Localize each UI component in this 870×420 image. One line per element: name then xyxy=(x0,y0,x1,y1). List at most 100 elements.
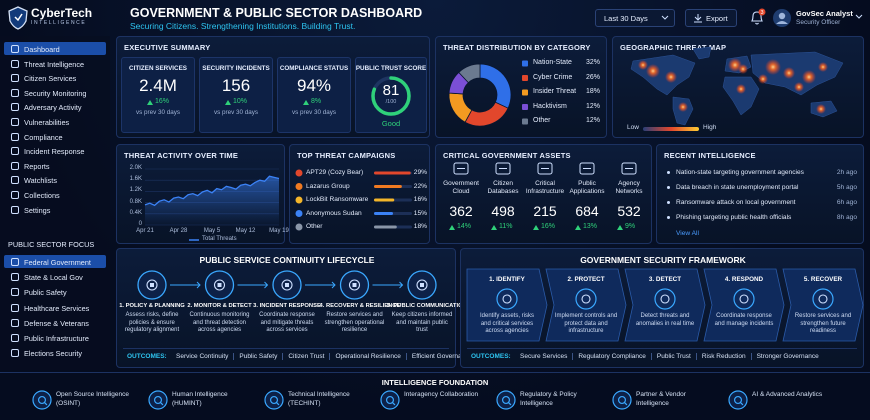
nav-icon-shape xyxy=(11,59,19,68)
avatar-head xyxy=(778,12,786,20)
nav-item[interactable]: State & Local Gov xyxy=(4,270,106,283)
legend-swatch xyxy=(522,75,528,81)
hotspot xyxy=(736,84,746,94)
nav-icon xyxy=(11,132,19,141)
nav-item[interactable]: Incident Response xyxy=(4,144,106,157)
step-ring xyxy=(575,288,597,310)
trust-max: /100 xyxy=(385,99,397,105)
panel-title: THREAT DISTRIBUTION BY CATEGORY xyxy=(443,43,591,52)
asset-value: 362 xyxy=(449,203,473,219)
icon xyxy=(728,390,748,410)
icon-ring xyxy=(496,390,516,410)
asset-change: 14% xyxy=(457,223,472,230)
bullet xyxy=(667,201,670,204)
nav-item[interactable]: Threat Intelligence xyxy=(4,57,106,70)
step-text: Implement controls and protect data and … xyxy=(554,313,618,335)
legend-swatch xyxy=(522,60,528,67)
asset-icon-shape xyxy=(453,162,469,175)
nav-icon-shape xyxy=(11,191,19,199)
step-title: 5. RECOVER xyxy=(803,276,843,283)
asset-icon xyxy=(537,162,553,175)
bar xyxy=(374,225,397,229)
nav-item[interactable]: Settings xyxy=(4,203,106,216)
nav-item[interactable]: Defense & Veterans xyxy=(4,316,106,329)
asset-name: Government Cloud xyxy=(443,180,479,195)
foundation-item: Technical Intelligence (TECHINT) xyxy=(288,391,350,407)
nav-icon xyxy=(11,74,19,83)
outcome: Public Safety xyxy=(233,353,282,360)
export-button[interactable]: Export xyxy=(685,9,737,27)
chevron-shape xyxy=(855,14,863,19)
nav-icon xyxy=(11,147,19,156)
icon-glyph xyxy=(44,402,48,406)
foundation-item: Interagency Collaboration xyxy=(404,391,479,398)
y-tick-label: 0.4K xyxy=(129,209,142,216)
campaign-value: 16% xyxy=(413,196,427,203)
security-framework: GOVERNMENT SECURITY FRAMEWORK 1. IDENTIFY… xyxy=(460,248,864,368)
nav-item[interactable]: Public Safety xyxy=(4,285,106,298)
legend-label: Cyber Crime xyxy=(533,73,573,81)
up-arrow-shape xyxy=(303,100,309,105)
view-all[interactable]: View All xyxy=(676,230,699,237)
up-arrow xyxy=(617,225,623,230)
nav-item[interactable]: Security Monitoring xyxy=(4,86,106,99)
nav-item[interactable]: Dashboard xyxy=(4,42,106,55)
nav-item[interactable]: Public Infrastructure xyxy=(4,331,106,344)
nav-icon-shape xyxy=(11,74,19,83)
bell-shape xyxy=(751,11,763,25)
notification-bell[interactable]: 3 xyxy=(750,8,766,26)
continent xyxy=(722,76,760,116)
section-title: PUBLIC SECTOR FOCUS xyxy=(8,240,95,249)
nav-label: Reports xyxy=(24,161,50,171)
divider xyxy=(467,348,857,349)
legend-high: High xyxy=(703,124,717,131)
outcome: Efficient Governance xyxy=(405,353,477,360)
trust-gauge xyxy=(371,76,411,116)
nav-label: Security Monitoring xyxy=(24,88,87,98)
bar xyxy=(374,185,402,188)
nav-item[interactable]: Citizen Services xyxy=(4,71,106,84)
hotspot xyxy=(818,62,828,72)
threat-distribution: THREAT DISTRIBUTION BY CATEGORY Nation-St… xyxy=(435,36,607,138)
lifecycle-graphic xyxy=(137,270,437,300)
step-glyph xyxy=(502,294,512,304)
page-title: GOVERNMENT & PUBLIC SECTOR DASHBOARD xyxy=(130,6,423,20)
nav-item[interactable]: Elections Security xyxy=(4,346,106,359)
nav-item[interactable]: Federal Government xyxy=(4,255,106,268)
step-glyph xyxy=(581,294,591,304)
step-arrow xyxy=(237,281,269,289)
step-title: 2. MONITOR & DETECT xyxy=(187,303,252,309)
outcome: Stronger Governance xyxy=(750,353,824,360)
legend-low: Low xyxy=(627,124,639,131)
logo-shape xyxy=(14,13,23,22)
step-arrow xyxy=(372,281,404,289)
nav-item[interactable]: Adversary Activity xyxy=(4,100,106,113)
nav-icon-shape xyxy=(11,258,19,266)
nav-label: Healthcare Services xyxy=(24,303,90,313)
nav-item[interactable]: Reports xyxy=(4,159,106,172)
icon xyxy=(148,390,168,410)
nav-item[interactable]: Healthcare Services xyxy=(4,301,106,314)
nav-item[interactable]: Watchlists xyxy=(4,173,106,186)
nav-item[interactable]: Compliance xyxy=(4,130,106,143)
icon-glyph xyxy=(740,402,744,406)
step-text: Keep citizens informed and maintain publ… xyxy=(391,312,453,334)
up-arrow xyxy=(491,225,497,230)
up-arrow xyxy=(575,225,581,230)
threat-activity: THREAT ACTIVITY OVER TIME 0 0.4K 0.8K 1.2K 1.… xyxy=(116,144,289,244)
legend-swatch xyxy=(522,118,528,125)
nav-item[interactable]: Vulnerabilities xyxy=(4,115,106,128)
y-tick-label: 0 xyxy=(138,221,142,227)
asset-icon xyxy=(579,162,595,175)
legend-label: Insider Threat xyxy=(533,88,577,95)
legend-label: Total Threats xyxy=(202,236,237,242)
nav-icon-shape xyxy=(11,147,19,156)
nav-icon-shape xyxy=(11,176,19,185)
period-select[interactable]: Last 30 Days xyxy=(595,9,675,27)
nav-item[interactable]: Collections xyxy=(4,188,106,201)
kpi-card: COMPLIANCE STATUS 94% 8% vs prev 30 days xyxy=(277,57,351,133)
asset-icon xyxy=(621,162,637,175)
nav-icon-shape xyxy=(11,103,19,112)
icon-glyph xyxy=(153,395,163,405)
campaign-name: LockBit Ransomware xyxy=(306,196,369,203)
